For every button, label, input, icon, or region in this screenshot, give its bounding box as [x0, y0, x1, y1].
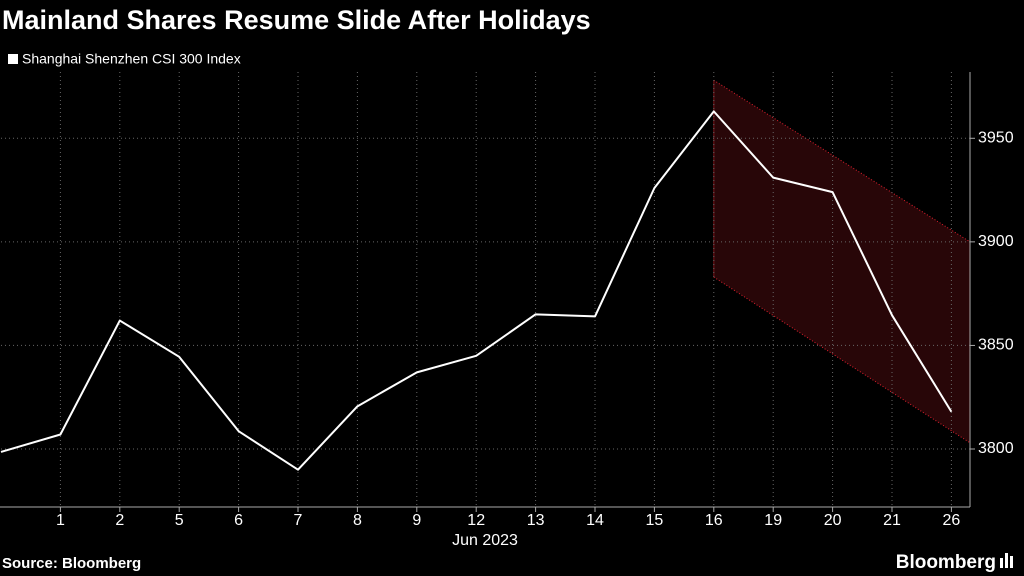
x-tick-label: 20 — [824, 512, 842, 529]
x-tick-label: 7 — [294, 512, 303, 529]
channel-upper — [713, 79, 971, 243]
data-line — [0, 110, 953, 471]
y-tick-label: 3850 — [978, 337, 1014, 354]
x-tick-label: 2 — [115, 512, 124, 529]
x-tick-label: 9 — [412, 512, 421, 529]
legend-swatch — [8, 54, 18, 64]
x-tick-label: 19 — [764, 512, 782, 529]
x-axis-title: Jun 2023 — [452, 532, 518, 549]
chart-title: Mainland Shares Resume Slide After Holid… — [2, 5, 591, 35]
source: Source: Bloomberg — [2, 555, 141, 572]
logo: Bloomberg — [896, 552, 996, 573]
x-tick-label: 13 — [527, 512, 545, 529]
y-tick-label: 3800 — [978, 440, 1014, 457]
x-tick-label: 1 — [56, 512, 65, 529]
x-tick-label: 26 — [943, 512, 961, 529]
x-tick-label: 6 — [234, 512, 243, 529]
x-tick-label: 21 — [883, 512, 901, 529]
x-tick-label: 5 — [175, 512, 184, 529]
x-tick-label: 16 — [705, 512, 723, 529]
x-tick-label: 15 — [646, 512, 664, 529]
trend-channel — [713, 80, 970, 443]
y-tick-label: 3900 — [978, 233, 1014, 250]
x-tick-label: 12 — [467, 512, 485, 529]
legend-label: Shanghai Shenzhen CSI 300 Index — [22, 51, 241, 67]
y-tick-label: 3950 — [978, 130, 1014, 147]
x-tick-label: 8 — [353, 512, 362, 529]
logo-icon — [1000, 553, 1013, 568]
x-tick-label: 14 — [586, 512, 604, 529]
